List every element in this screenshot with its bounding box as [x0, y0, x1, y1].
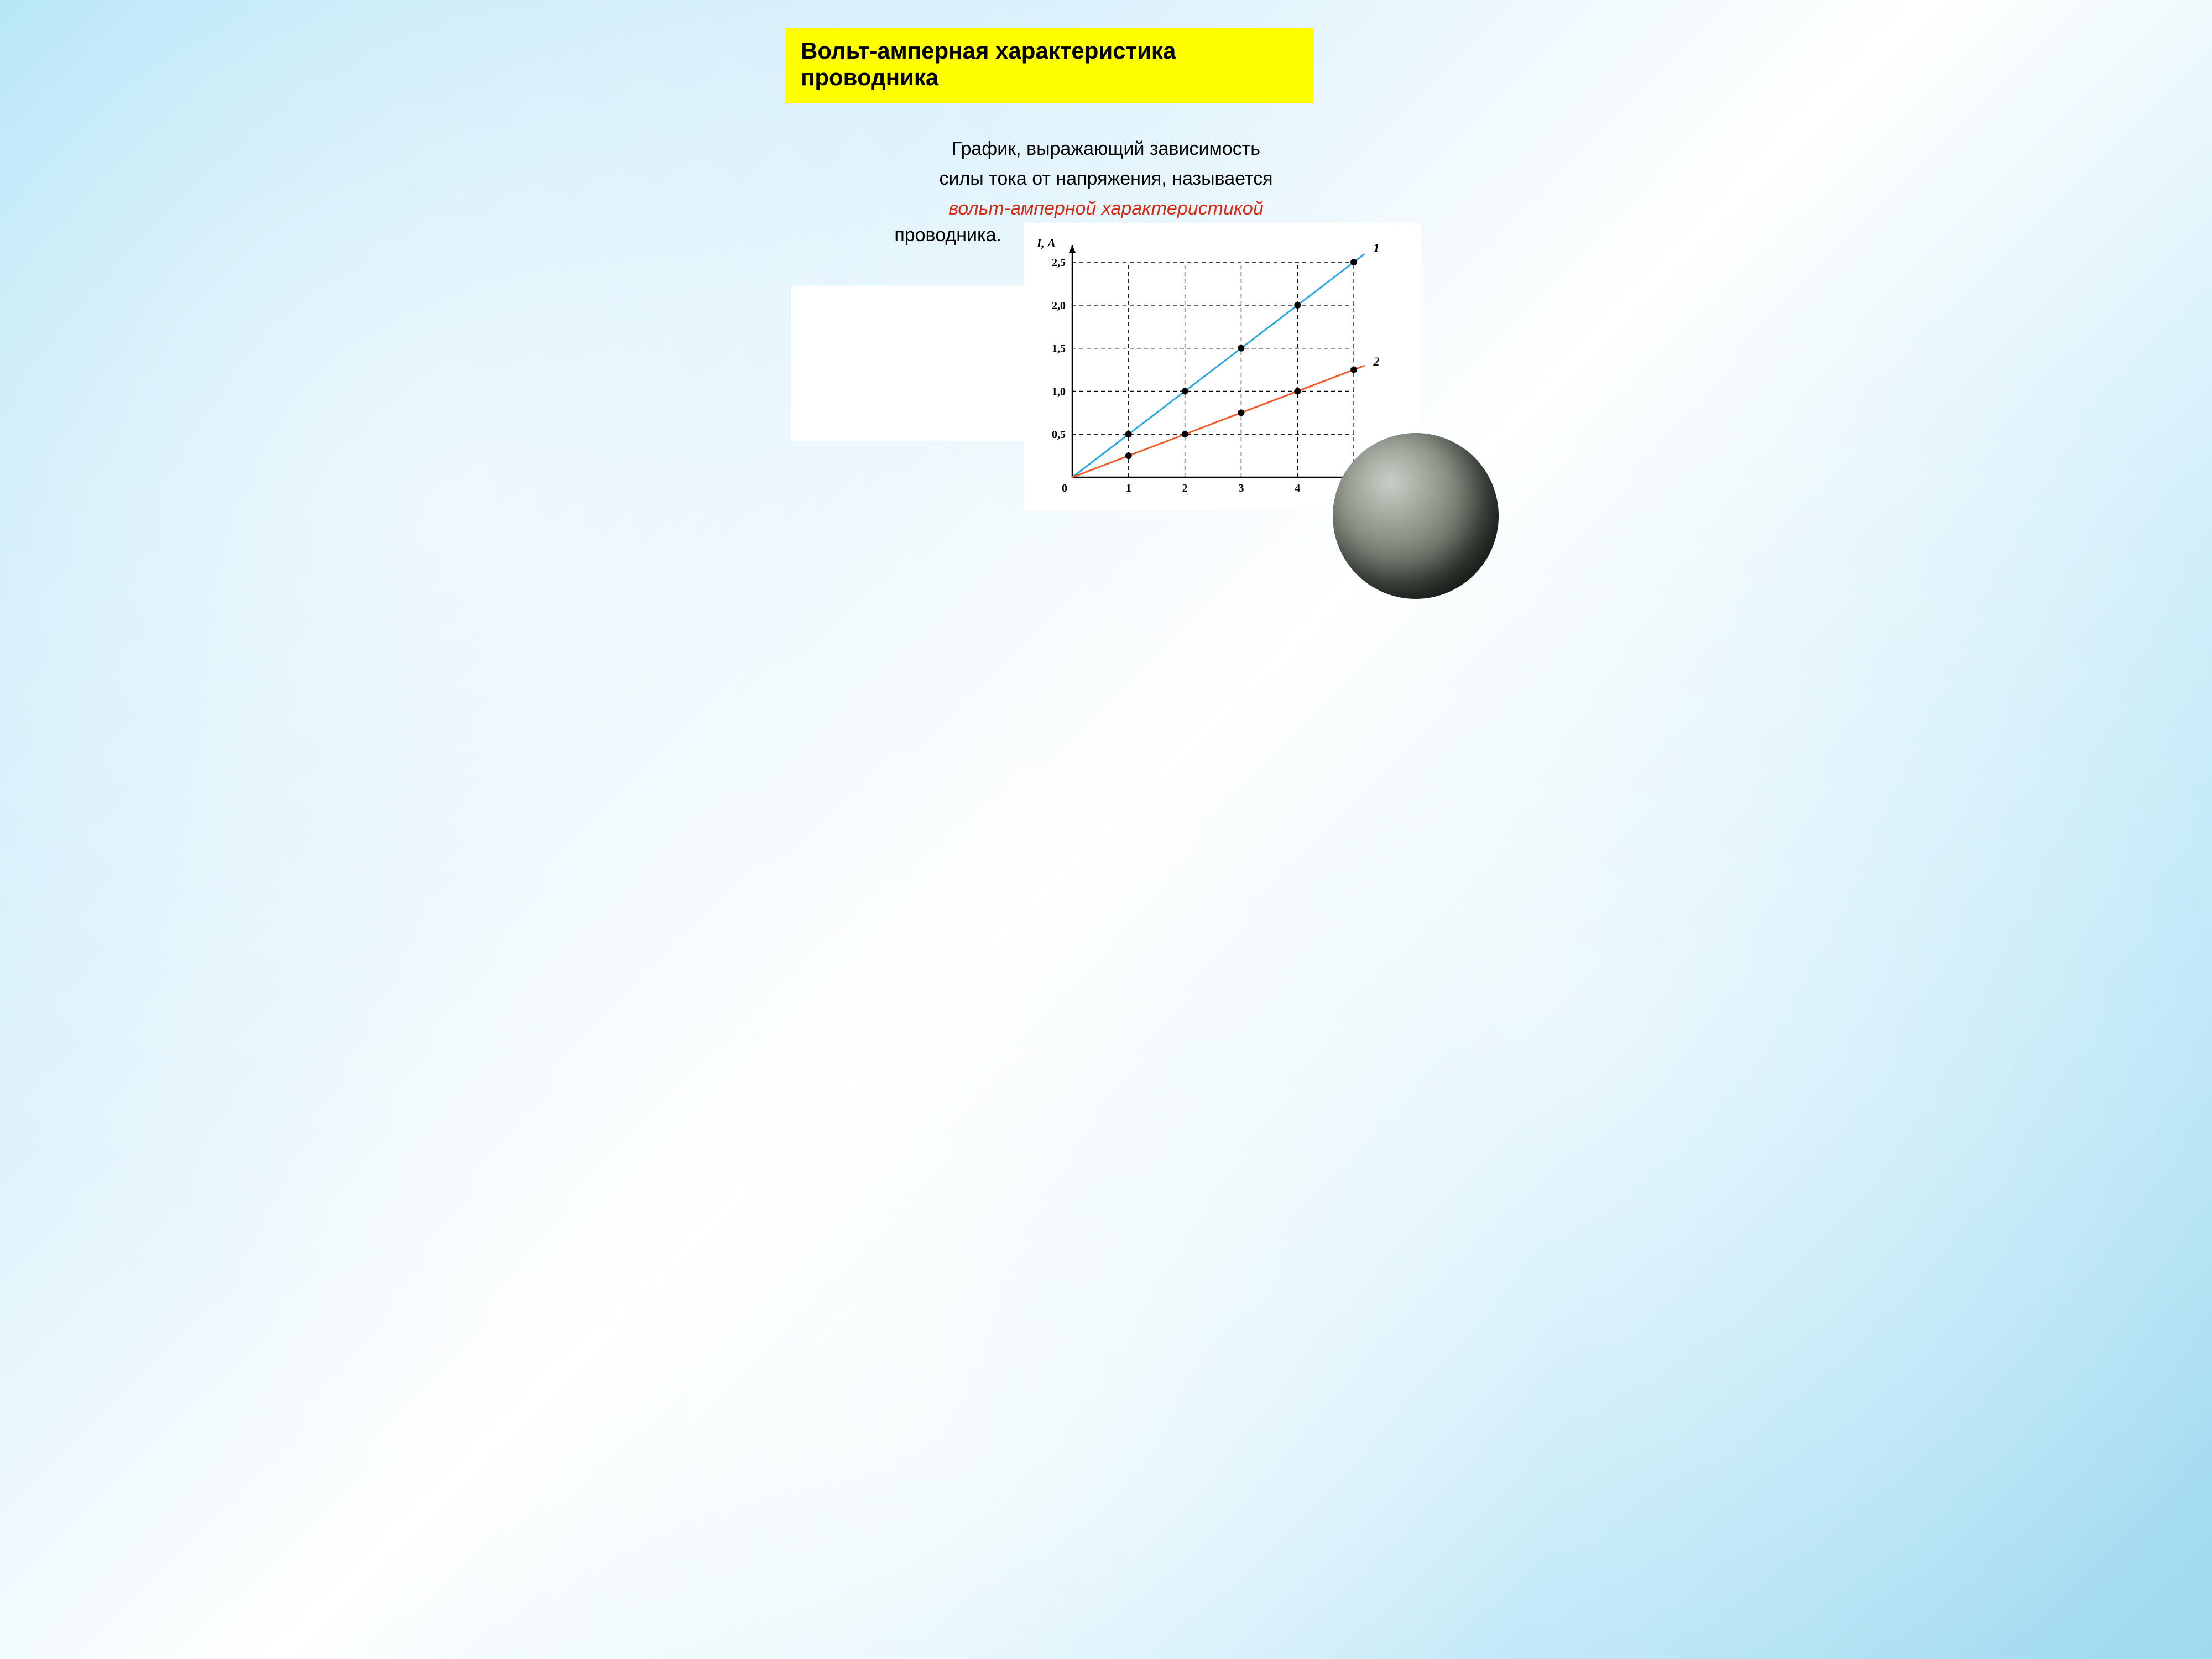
chart-container: 1 2 3 4 5 0,5 1,0 1,5 2,0 2,5 0 I, А U, В 1 2 [1024, 223, 1421, 510]
svg-text:2: 2 [1373, 354, 1380, 368]
svg-text:1,5: 1,5 [1052, 343, 1066, 355]
svg-text:3: 3 [1238, 482, 1244, 494]
slide: Вольт-амперная характеристика проводника… [691, 0, 1521, 533]
lower-row: проводника. 1 2 3 4 5 0,5 1,0 1,5 2,0 2,5 0 I, А U, … [724, 223, 1488, 510]
svg-text:2,0: 2,0 [1052, 300, 1066, 312]
body-line-4: проводника. [894, 223, 1001, 247]
svg-text:1: 1 [1126, 482, 1131, 494]
svg-text:1,0: 1,0 [1052, 386, 1066, 398]
title-box: Вольт-амперная характеристика проводника [785, 28, 1314, 103]
body-line-1: График, выражающий зависимость [857, 137, 1355, 161]
svg-text:0,5: 0,5 [1052, 429, 1066, 441]
blank-white-block [791, 286, 1024, 441]
emphasis-text: вольт-амперной характеристикой [948, 198, 1264, 219]
slide-title: Вольт-амперная характеристика проводника [801, 38, 1298, 91]
svg-text:2: 2 [1182, 482, 1188, 494]
svg-text:0: 0 [1062, 482, 1067, 494]
svg-text:5: 5 [1351, 482, 1357, 494]
svg-text:4: 4 [1295, 482, 1300, 494]
iv-chart: 1 2 3 4 5 0,5 1,0 1,5 2,0 2,5 0 I, А U, В 1 2 [1029, 228, 1415, 508]
body-line-2: силы тока от напряжения, называется [857, 166, 1355, 191]
svg-text:1: 1 [1374, 241, 1380, 255]
svg-text:I, А: I, А [1036, 236, 1056, 250]
body-line-3: вольт-амперной характеристикой [857, 196, 1355, 221]
svg-text:2,5: 2,5 [1052, 257, 1066, 269]
svg-text:U, В: U, В [1385, 481, 1408, 494]
